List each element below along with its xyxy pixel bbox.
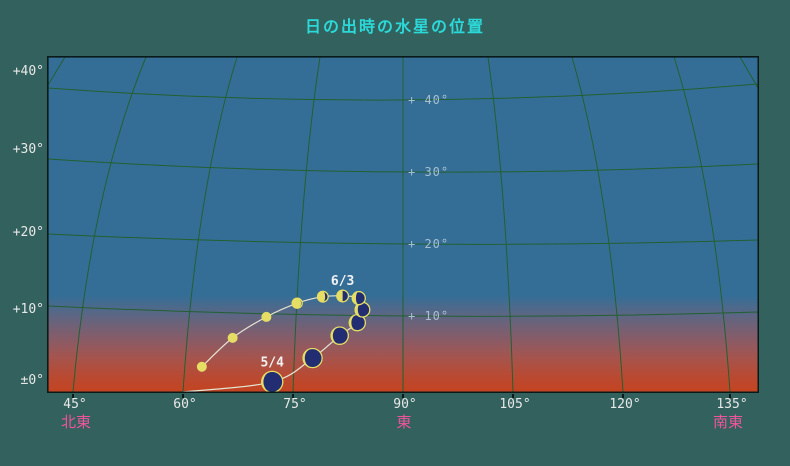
y-axis-label: +40°: [12, 64, 44, 79]
x-axis-label: 105°: [499, 397, 531, 412]
sky-chart: + 40° + 30° + 20° + 10° 5/4 6/3: [47, 56, 759, 393]
interior-altitude-label: + 20°: [408, 237, 449, 251]
axis-tick: [622, 394, 624, 398]
axis-tick: [402, 394, 404, 398]
direction-label: 南東: [712, 413, 743, 431]
y-axis-label: +30°: [12, 142, 44, 157]
mercury-marker: [261, 311, 272, 322]
axis-tick: [512, 394, 514, 398]
x-axis-label: 75°: [283, 397, 307, 412]
mercury-marker-rim: [336, 289, 350, 303]
azimuth-grid-line: [673, 56, 731, 393]
direction-label: 東: [396, 413, 412, 431]
mercury-marker-rim: [291, 297, 303, 309]
interior-altitude-label: + 40°: [408, 93, 449, 107]
y-axis-label: +10°: [12, 302, 44, 317]
mercury-date-label: 5/4: [260, 355, 284, 370]
azimuth-grid-line: [72, 56, 147, 393]
x-axis-label: 120°: [609, 397, 641, 412]
mercury-marker-rim: [316, 290, 329, 303]
axis-tick: [72, 394, 74, 398]
mercury-date-label: 6/3: [331, 274, 354, 289]
mercury-marker-rim: [302, 347, 323, 369]
mercury-marker-rim: [330, 326, 349, 345]
mercury-marker-shadow: [355, 291, 366, 305]
x-axis-label: 45°: [63, 397, 87, 412]
azimuth-grid-line: [292, 56, 321, 393]
x-axis-label: 90°: [393, 397, 417, 412]
direction-label: 北東: [60, 413, 91, 431]
interior-altitude-label: + 10°: [408, 309, 449, 323]
mercury-marker: [196, 361, 207, 372]
plot-border: [47, 56, 759, 393]
y-axis-label: ±0°: [20, 373, 44, 388]
mercury-marker: [227, 332, 238, 343]
x-axis-label: 135°: [716, 397, 748, 412]
azimuth-grid-line: [182, 56, 238, 393]
interior-altitude-label: + 30°: [408, 165, 449, 179]
x-axis-label: 60°: [173, 397, 197, 412]
mercury-marker-shadow: [357, 302, 370, 317]
mercury-marker-shadow: [332, 327, 349, 345]
axis-tick: [182, 394, 184, 398]
axis-tick: [729, 394, 731, 398]
azimuth-grid-line: [47, 56, 66, 86]
azimuth-grid-line: [571, 56, 624, 393]
azimuth-grid-line: [739, 56, 759, 89]
mercury-marker-shadow: [351, 314, 366, 331]
axis-tick: [292, 394, 294, 398]
mercury-marker-shadow: [263, 371, 283, 393]
azimuth-grid-line: [487, 56, 514, 393]
mercury-marker-shadow: [304, 348, 323, 368]
y-axis-label: +20°: [12, 225, 44, 240]
chart-title: 日の出時の水星の位置: [304, 17, 485, 36]
mercury-marker-rim: [351, 291, 366, 306]
